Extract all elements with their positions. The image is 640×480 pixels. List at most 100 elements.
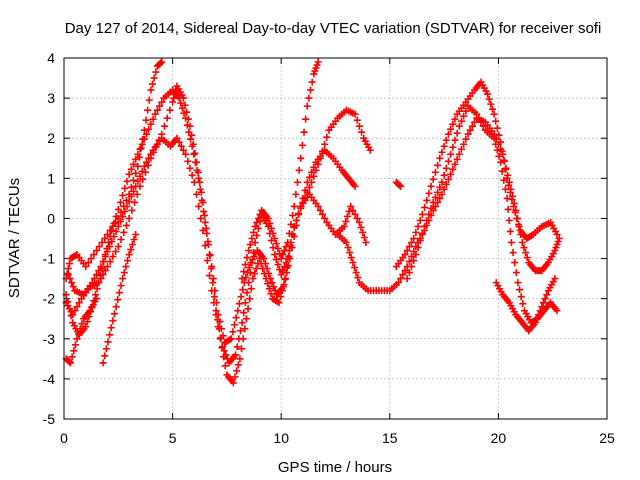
data-point bbox=[451, 160, 459, 168]
data-point bbox=[140, 162, 148, 170]
data-point bbox=[233, 367, 241, 375]
data-point bbox=[440, 142, 448, 150]
data-point bbox=[444, 157, 452, 165]
data-point bbox=[497, 158, 505, 166]
data-point bbox=[236, 355, 244, 363]
data-point bbox=[421, 222, 429, 230]
x-tick-label: 20 bbox=[491, 430, 507, 446]
data-point bbox=[321, 140, 329, 148]
data-point bbox=[201, 242, 209, 250]
data-point bbox=[234, 307, 242, 315]
data-point bbox=[429, 175, 437, 183]
data-point bbox=[242, 315, 250, 323]
data-point bbox=[158, 58, 166, 66]
data-point bbox=[305, 183, 313, 191]
data-point bbox=[199, 226, 207, 234]
data-point bbox=[462, 135, 470, 143]
data-point bbox=[506, 227, 514, 235]
data-point bbox=[173, 134, 181, 142]
data-point bbox=[221, 362, 229, 370]
data-point bbox=[347, 202, 355, 210]
data-point bbox=[278, 287, 286, 295]
data-point bbox=[289, 211, 297, 219]
data-point bbox=[134, 177, 142, 185]
data-point bbox=[240, 268, 248, 276]
data-point bbox=[138, 140, 146, 148]
data-point bbox=[425, 210, 433, 218]
data-point bbox=[187, 135, 195, 143]
data-point bbox=[352, 269, 360, 277]
data-point bbox=[266, 219, 274, 227]
data-point bbox=[134, 150, 142, 158]
data-point bbox=[251, 222, 259, 230]
data-point bbox=[196, 185, 204, 193]
data-point bbox=[93, 285, 101, 293]
data-point bbox=[316, 206, 324, 214]
data-point bbox=[262, 275, 270, 283]
data-point bbox=[216, 335, 224, 343]
data-point bbox=[318, 210, 326, 218]
data-point bbox=[201, 218, 209, 226]
data-point bbox=[295, 209, 303, 217]
data-point bbox=[280, 247, 288, 255]
data-point bbox=[447, 125, 455, 133]
data-point bbox=[396, 181, 404, 189]
chart-title: Day 127 of 2014, Sidereal Day-to-day VTE… bbox=[65, 20, 602, 37]
data-point bbox=[235, 300, 243, 308]
data-point bbox=[514, 279, 522, 287]
data-point bbox=[431, 193, 439, 201]
data-point bbox=[208, 287, 216, 295]
data-point bbox=[232, 314, 240, 322]
data-point bbox=[346, 249, 354, 257]
data-point bbox=[108, 238, 116, 246]
data-point bbox=[127, 246, 135, 254]
data-point bbox=[114, 205, 122, 213]
data-point bbox=[239, 335, 247, 343]
data-point bbox=[73, 303, 81, 311]
data-point bbox=[140, 126, 148, 134]
data-point bbox=[282, 275, 290, 283]
data-point bbox=[186, 164, 194, 172]
data-point bbox=[136, 145, 144, 153]
data-point bbox=[302, 115, 310, 123]
data-point bbox=[183, 121, 191, 129]
data-point bbox=[351, 110, 359, 118]
data-point bbox=[125, 170, 133, 178]
data-point bbox=[495, 131, 503, 139]
data-point bbox=[267, 290, 275, 298]
data-point bbox=[107, 324, 115, 332]
data-point bbox=[147, 120, 155, 128]
data-point bbox=[112, 248, 120, 256]
data-point bbox=[119, 275, 127, 283]
data-point bbox=[358, 128, 366, 136]
data-point bbox=[71, 307, 79, 315]
data-point bbox=[277, 255, 285, 263]
data-point bbox=[216, 318, 224, 326]
data-point bbox=[511, 208, 519, 216]
data-point bbox=[229, 328, 237, 336]
data-point bbox=[182, 150, 190, 158]
data-point bbox=[130, 176, 138, 184]
series-track-7 bbox=[238, 58, 322, 283]
data-point bbox=[201, 211, 209, 219]
data-point bbox=[351, 264, 359, 272]
data-point bbox=[473, 110, 481, 118]
data-point bbox=[279, 251, 287, 259]
data-point bbox=[260, 270, 268, 278]
data-point bbox=[455, 150, 463, 158]
data-point bbox=[283, 264, 291, 272]
data-point bbox=[178, 104, 186, 112]
data-point bbox=[518, 239, 526, 247]
data-point bbox=[106, 258, 114, 266]
data-point bbox=[203, 229, 211, 237]
data-point bbox=[453, 129, 461, 137]
data-point bbox=[436, 183, 444, 191]
data-point bbox=[503, 194, 511, 202]
data-point bbox=[122, 221, 130, 229]
data-point bbox=[109, 253, 117, 261]
data-point bbox=[308, 78, 316, 86]
data-point bbox=[115, 289, 123, 297]
data-point bbox=[125, 197, 133, 205]
data-point bbox=[101, 253, 109, 261]
